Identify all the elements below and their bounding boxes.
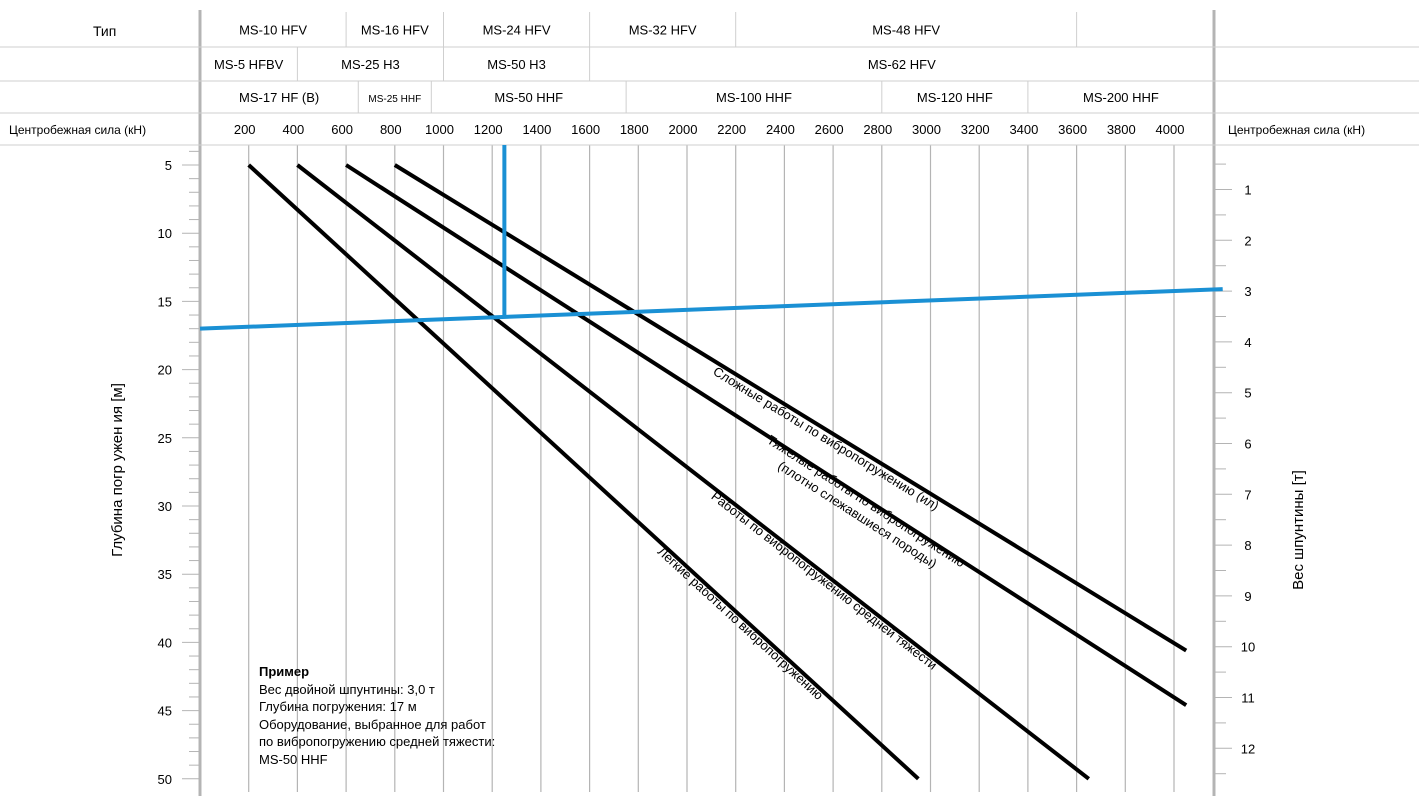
series-line-2 xyxy=(296,163,1091,781)
y-left-tick-label-25: 25 xyxy=(158,431,172,446)
x-tick-label-3200: 3200 xyxy=(961,122,990,137)
x-tick-label-600: 600 xyxy=(331,122,353,137)
y-left-tick-label-40: 40 xyxy=(158,635,172,650)
axes: Центробежная сила (кН) Центробежная сила … xyxy=(9,122,1365,787)
example-line-depth: Глубина погружения: 17 м xyxy=(259,699,417,714)
x-tick-label-3800: 3800 xyxy=(1107,122,1136,137)
y-left-axis-label: Глубина погр ужен ия [м] xyxy=(109,383,126,557)
type-cell-label: MS-62 HFV xyxy=(868,57,936,72)
x-tick-label-2200: 2200 xyxy=(717,122,746,137)
x-tick-label-2000: 2000 xyxy=(669,122,698,137)
type-cell-label: MS-100 HHF xyxy=(716,90,792,105)
y-left-tick-label-35: 35 xyxy=(158,567,172,582)
y-left-tick-label-30: 30 xyxy=(158,499,172,514)
type-cell-label: MS-17 HF (B) xyxy=(239,90,319,105)
y-right-tick-label-10: 10 xyxy=(1241,640,1255,655)
x-tick-label-3000: 3000 xyxy=(912,122,941,137)
type-cell-label: MS-50 HHF xyxy=(494,90,563,105)
type-cell-label: MS-120 HHF xyxy=(917,90,993,105)
type-cell-label: MS-48 HFV xyxy=(872,23,940,38)
y-left-tick-label-50: 50 xyxy=(158,772,172,787)
x-tick-label-1400: 1400 xyxy=(522,122,551,137)
grid-lines xyxy=(248,145,1175,792)
type-label: Тип xyxy=(93,23,116,39)
y-right-tick-label-5: 5 xyxy=(1244,386,1251,401)
y-right-tick-label-1: 1 xyxy=(1244,183,1251,198)
y-right-tick-label-2: 2 xyxy=(1244,233,1251,248)
y-right-tick-label-7: 7 xyxy=(1244,487,1251,502)
y-right-tick-label-9: 9 xyxy=(1244,589,1251,604)
type-cell-label: MS-25 HHF xyxy=(368,94,421,105)
example-lines xyxy=(199,145,1223,331)
x-tick-label-3600: 3600 xyxy=(1058,122,1087,137)
series-line-1 xyxy=(247,163,920,781)
y-right-tick-label-12: 12 xyxy=(1241,741,1255,756)
y-right-tick-label-3: 3 xyxy=(1244,284,1251,299)
example-line-equipment: Оборудование, выбранное для работ xyxy=(259,716,486,732)
type-cell-label: MS-5 HFBV xyxy=(214,57,284,72)
x-tick-label-3400: 3400 xyxy=(1009,122,1038,137)
y-left-tick-label-15: 15 xyxy=(158,294,172,309)
example-line-model: MS-50 HHF xyxy=(259,751,328,767)
frame xyxy=(0,10,1419,796)
type-cell-label: MS-25 H3 xyxy=(341,57,400,72)
example-title: Пример xyxy=(259,664,310,679)
y-left-tick-label-45: 45 xyxy=(158,704,172,719)
series-label-text: Работы по вибропогружению средней тяжест… xyxy=(708,488,940,672)
x-tick-label-1600: 1600 xyxy=(571,122,600,137)
series-line-3 xyxy=(345,163,1188,707)
y-left-tick-label-20: 20 xyxy=(158,363,172,378)
example-line-work: по вибропогружению средней тяжести: xyxy=(259,734,496,749)
y-right-tick-label-6: 6 xyxy=(1244,437,1251,452)
force-label-right: Центробежная сила (кН) xyxy=(1228,123,1365,137)
series-label-2: Работы по вибропогружению средней тяжест… xyxy=(708,488,940,672)
x-tick-label-1800: 1800 xyxy=(620,122,649,137)
type-cell-label: MS-10 HFV xyxy=(239,23,307,38)
y-left-tick-label-5: 5 xyxy=(165,158,172,173)
type-cell-label: MS-32 HFV xyxy=(629,23,697,38)
y-left-tick-label-10: 10 xyxy=(158,226,172,241)
x-tick-label-400: 400 xyxy=(283,122,305,137)
x-tick-label-2800: 2800 xyxy=(863,122,892,137)
type-table: Тип MS-10 HFV MS-16 HFV MS-24 HFV MS-32 HFV M… xyxy=(93,12,1159,113)
x-tick-label-800: 800 xyxy=(380,122,402,137)
type-cell-label: MS-24 HFV xyxy=(483,23,551,38)
series-line-4 xyxy=(393,163,1188,653)
example-line-weight: Вес двойной шпунтины: 3,0 т xyxy=(259,681,435,697)
type-cell-label: MS-16 HFV xyxy=(361,23,429,38)
x-tick-label-4000: 4000 xyxy=(1156,122,1185,137)
y-right-axis-label: Вес шпунтины [т] xyxy=(1290,470,1307,590)
x-tick-label-200: 200 xyxy=(234,122,256,137)
x-tick-label-2600: 2600 xyxy=(815,122,844,137)
type-cell-label: MS-200 HHF xyxy=(1083,90,1159,105)
x-tick-label-2400: 2400 xyxy=(766,122,795,137)
force-label-left: Центробежная сила (кН) xyxy=(9,123,146,137)
type-cell-label: MS-50 H3 xyxy=(487,57,546,72)
y-right-tick-label-4: 4 xyxy=(1244,335,1251,350)
example-box: Пример Вес двойной шпунтины: 3,0 т Глуби… xyxy=(259,663,495,768)
x-tick-label-1200: 1200 xyxy=(474,122,503,137)
y-right-tick-label-8: 8 xyxy=(1244,538,1251,553)
x-tick-label-1000: 1000 xyxy=(425,122,454,137)
example-horizontal-line xyxy=(199,287,1223,331)
y-right-tick-label-11: 11 xyxy=(1241,691,1255,706)
